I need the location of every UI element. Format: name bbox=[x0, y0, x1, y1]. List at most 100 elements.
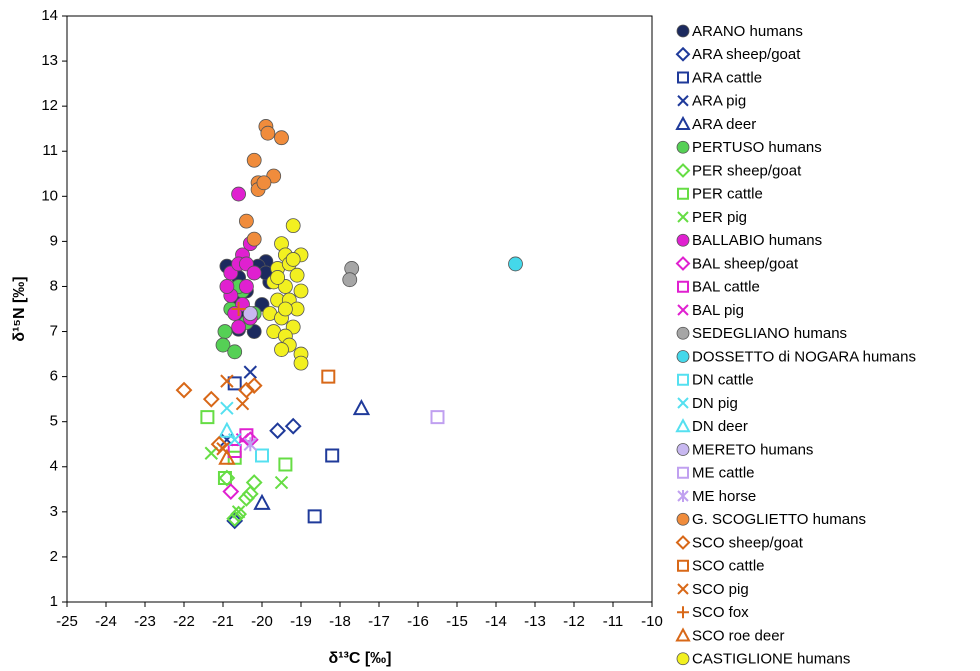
legend-marker bbox=[677, 583, 689, 595]
legend-label: DOSSETTO di NOGARA humans bbox=[692, 348, 916, 365]
legend-marker bbox=[677, 304, 689, 316]
point bbox=[253, 493, 271, 510]
x-tick-label: -24 bbox=[95, 613, 117, 630]
legend-marker bbox=[677, 211, 689, 223]
point bbox=[217, 324, 233, 339]
point bbox=[274, 130, 289, 146]
point bbox=[231, 186, 247, 202]
legend-label: SCO pig bbox=[692, 581, 749, 598]
plot-area bbox=[66, 15, 653, 603]
legend-label: PER sheep/goat bbox=[692, 162, 802, 179]
point bbox=[218, 421, 236, 438]
legend-label: ARANO humans bbox=[692, 23, 803, 40]
point bbox=[227, 433, 242, 447]
point bbox=[293, 355, 309, 371]
legend-label: BAL cattle bbox=[692, 279, 760, 296]
point bbox=[352, 399, 371, 416]
point bbox=[246, 231, 262, 247]
x-tick-label: -17 bbox=[368, 613, 390, 630]
x-axis-title: δ¹³C [‰] bbox=[328, 650, 391, 667]
point bbox=[325, 448, 340, 463]
x-tick-label: -11 bbox=[603, 613, 624, 630]
y-tick-label: 4 bbox=[50, 458, 58, 475]
point bbox=[321, 369, 336, 384]
point bbox=[245, 377, 263, 395]
x-tick-label: -19 bbox=[290, 613, 312, 630]
point bbox=[231, 319, 247, 335]
legend-label: BALLABIO humans bbox=[692, 232, 822, 249]
point bbox=[231, 302, 246, 316]
point bbox=[237, 381, 255, 399]
legend-marker bbox=[677, 397, 689, 409]
y-tick-label: 2 bbox=[50, 548, 58, 565]
legend-marker bbox=[676, 326, 690, 340]
y-tick-label: 13 bbox=[41, 52, 58, 69]
point bbox=[226, 510, 244, 528]
y-tick-label: 6 bbox=[50, 368, 58, 385]
point bbox=[238, 213, 254, 229]
point bbox=[175, 381, 193, 399]
legend-label: SCO cattle bbox=[692, 558, 765, 575]
point bbox=[220, 401, 234, 415]
point bbox=[255, 448, 269, 463]
point bbox=[202, 390, 220, 408]
y-tick-label: 8 bbox=[50, 277, 58, 294]
point bbox=[269, 422, 287, 440]
x-tick-label: -21 bbox=[212, 613, 234, 630]
legend-label: BAL sheep/goat bbox=[692, 255, 799, 272]
point bbox=[222, 483, 240, 500]
legend-label: PER pig bbox=[692, 209, 747, 226]
x-tick-label: -23 bbox=[134, 613, 156, 630]
legend-label: ARA pig bbox=[692, 93, 746, 110]
legend-label: ARA cattle bbox=[692, 69, 762, 86]
legend-marker bbox=[676, 443, 690, 456]
point bbox=[235, 396, 250, 411]
legend-marker bbox=[677, 95, 689, 107]
point bbox=[274, 475, 289, 490]
legend-marker bbox=[676, 652, 690, 666]
legend-marker bbox=[677, 559, 689, 572]
point bbox=[260, 125, 276, 141]
x-tick-label: -22 bbox=[173, 613, 195, 630]
legend-label: PER cattle bbox=[692, 186, 763, 203]
point bbox=[238, 279, 254, 294]
point bbox=[220, 374, 234, 388]
point bbox=[342, 272, 358, 288]
legend-marker bbox=[677, 187, 689, 200]
point bbox=[200, 410, 215, 425]
point bbox=[430, 410, 445, 425]
x-tick-label: -13 bbox=[524, 613, 546, 630]
legend-label: SEDEGLIANO humans bbox=[692, 325, 847, 342]
y-tick-label: 10 bbox=[41, 187, 58, 204]
y-tick-label: 3 bbox=[50, 503, 58, 520]
legend-marker bbox=[675, 256, 691, 271]
point bbox=[508, 256, 523, 272]
legend-marker bbox=[675, 46, 691, 62]
x-tick-label: -25 bbox=[56, 613, 78, 630]
legend-marker bbox=[677, 71, 689, 84]
legend-marker bbox=[677, 466, 689, 479]
legend-marker bbox=[676, 350, 690, 363]
point bbox=[227, 450, 242, 465]
point bbox=[219, 279, 235, 294]
legend-marker bbox=[675, 163, 691, 178]
point bbox=[246, 265, 262, 281]
point bbox=[242, 306, 258, 321]
legend-label: ME cattle bbox=[692, 465, 755, 482]
legend-label: MERETO humans bbox=[692, 441, 813, 458]
point bbox=[227, 344, 243, 360]
legend-marker bbox=[676, 140, 690, 154]
x-tick-label: -18 bbox=[329, 613, 351, 630]
y-tick-label: 11 bbox=[42, 142, 58, 159]
point bbox=[289, 267, 305, 283]
legend-marker bbox=[677, 373, 689, 386]
legend-label: SCO sheep/goat bbox=[692, 534, 804, 551]
legend-marker bbox=[675, 535, 691, 550]
point bbox=[284, 417, 302, 435]
legend-label: DN cattle bbox=[692, 372, 754, 389]
legend-label: SCO roe deer bbox=[692, 627, 785, 644]
legend-marker bbox=[675, 418, 691, 433]
legend-label: DN pig bbox=[692, 395, 738, 412]
x-tick-label: -12 bbox=[563, 613, 585, 630]
legend-marker bbox=[677, 490, 689, 502]
